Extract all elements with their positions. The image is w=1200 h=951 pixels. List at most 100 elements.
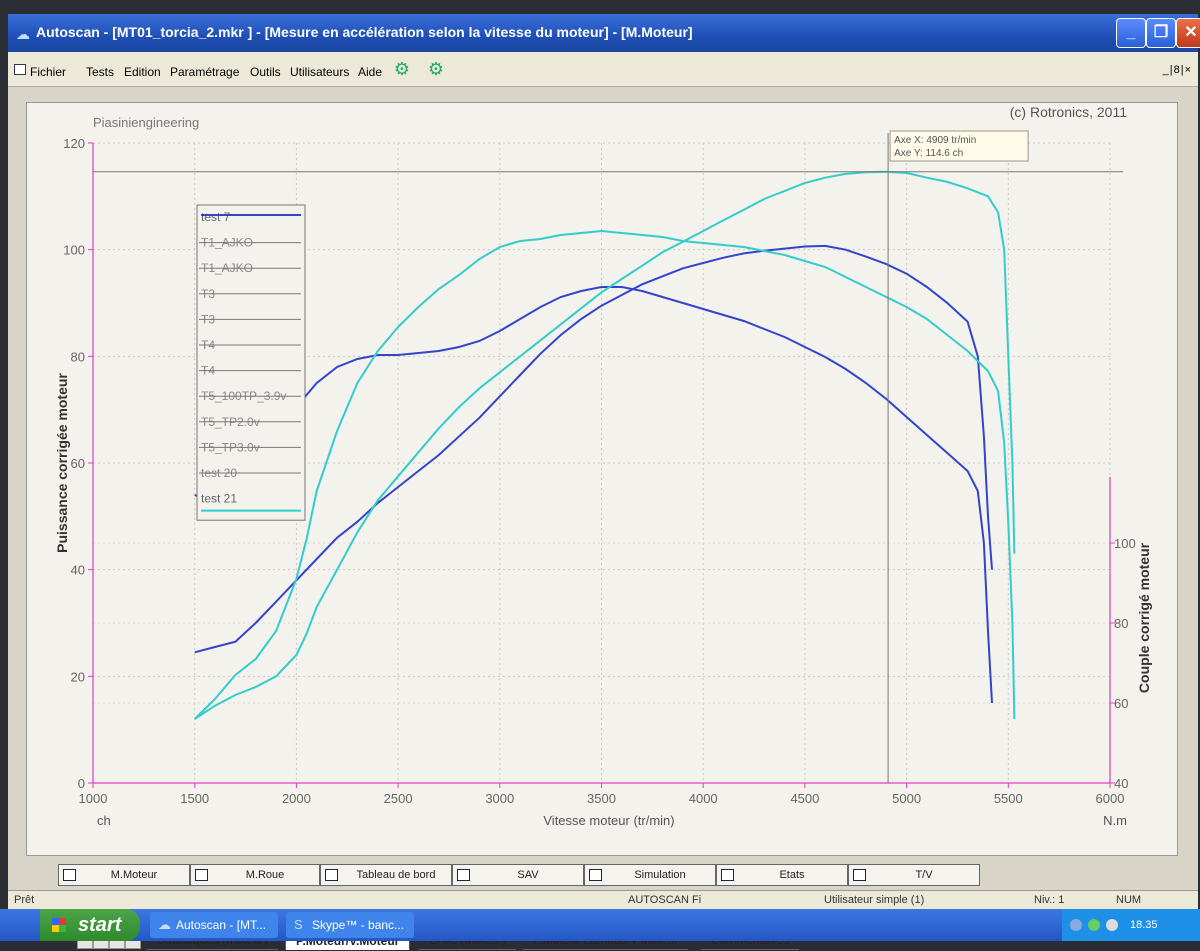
cursor-readout-y: Axe Y: 114.6 ch	[894, 148, 963, 159]
view-buttons: M.Moteur M.Roue Tableau de bord SAV Simu…	[58, 864, 988, 886]
x-tick-label: 5500	[994, 791, 1023, 806]
view-icon	[721, 869, 734, 881]
menu-fichier[interactable]: Fichier	[30, 65, 67, 79]
status-user: Utilisateur simple (1)	[824, 894, 925, 906]
y-tick-label: 20	[71, 669, 85, 684]
power-torque-chart[interactable]: Axe X: 4909 tr/min Axe Y: 114.6 ch Piasi…	[27, 103, 1177, 838]
view-m-moteur[interactable]: M.Moteur	[58, 864, 190, 886]
y2-axis-label: Couple corrigé moteur	[1136, 542, 1152, 693]
view-etats[interactable]: Etats	[716, 864, 848, 886]
view-icon	[457, 869, 470, 881]
series-layer	[193, 170, 1016, 720]
view-m-roue[interactable]: M.Roue	[190, 864, 320, 886]
y2-tick-label: 100	[1114, 536, 1136, 551]
menu-edition[interactable]: Edition	[124, 65, 161, 79]
view-label: SAV	[517, 869, 539, 881]
y-tick-label: 0	[78, 776, 85, 791]
close-button[interactable]: ✕	[1176, 18, 1200, 48]
view-label: Simulation	[634, 869, 686, 881]
dyno-chart-icon[interactable]: ⚙	[393, 59, 411, 79]
x-tick-label: 3500	[587, 791, 616, 806]
x-unit-label: ch	[97, 813, 111, 828]
x-tick-label: 3000	[485, 791, 514, 806]
legend-label: test 7	[201, 210, 231, 224]
volume-icon[interactable]	[1106, 919, 1118, 931]
view-label: M.Moteur	[110, 869, 158, 881]
view-icon	[853, 869, 866, 881]
chart-panel: Axe X: 4909 tr/min Axe Y: 114.6 ch Piasi…	[26, 102, 1178, 950]
view-label: T/V	[915, 869, 933, 881]
view-label: Etats	[779, 869, 805, 881]
dyno-settings-icon[interactable]: ⚙	[427, 59, 445, 79]
window-title: Autoscan - [MT01_torcia_2.mkr ] - [Mesur…	[36, 24, 693, 40]
taskbar-autoscan[interactable]: ☁ Autoscan - [MT...	[150, 912, 278, 938]
x-tick-label: 6000	[1096, 791, 1125, 806]
app-window: ☁ Autoscan - [MT01_torcia_2.mkr ] - [Mes…	[8, 14, 1200, 950]
taskbar-label: Skype™ - banc...	[312, 918, 405, 932]
series-line-test-7-torque	[194, 286, 993, 704]
x-tick-label: 1500	[180, 791, 209, 806]
series-line-test-21-torque	[193, 229, 1016, 720]
start-label: start	[78, 914, 122, 936]
skype-tray-icon[interactable]	[1088, 919, 1100, 931]
status-app: AUTOSCAN Fi	[628, 894, 702, 906]
x-tick-label: 2000	[282, 791, 311, 806]
view-simulation[interactable]: Simulation	[584, 864, 716, 886]
menu-utilisateurs[interactable]: Utilisateurs	[290, 65, 350, 79]
title-bar[interactable]: ☁ Autoscan - [MT01_torcia_2.mkr ] - [Mes…	[8, 14, 1200, 52]
cursor-readout-box	[889, 130, 1029, 162]
view-label: M.Roue	[245, 869, 285, 881]
view-tableau-de-bord[interactable]: Tableau de bord	[320, 864, 452, 886]
system-tray: 18.35	[1062, 909, 1200, 941]
status-bar: Prêt AUTOSCAN Fi Utilisateur simple (1) …	[8, 890, 1198, 910]
network-icon[interactable]	[1070, 919, 1082, 931]
y2-tick-label: 40	[1114, 776, 1128, 791]
series-line-test-7-power	[194, 244, 993, 654]
labels: Piasiniengineering (c) Rotronics, 2011 V…	[54, 104, 1152, 828]
taskbar-label: Autoscan - [MT...	[176, 918, 267, 932]
status-num: NUM	[1116, 894, 1142, 906]
cursor-readout-x: Axe X: 4909 tr/min	[894, 135, 976, 146]
y2-unit-label: N.m	[1103, 813, 1127, 828]
y2-tick-label: 60	[1114, 696, 1128, 711]
y-tick-label: 60	[71, 456, 85, 471]
taskbar: start ☁ Autoscan - [MT... S Skype™ - ban…	[0, 909, 1200, 941]
y-tick-label: 120	[63, 136, 85, 151]
minimize-button[interactable]: _	[1116, 18, 1146, 48]
menu-tests[interactable]: Tests	[86, 65, 115, 79]
autoscan-app-icon: ☁	[16, 26, 30, 42]
document-icon[interactable]	[14, 64, 26, 75]
view-icon	[589, 869, 602, 881]
view-icon	[195, 869, 208, 881]
view-sav[interactable]: SAV	[452, 864, 584, 886]
menu-bar: Fichier Tests Edition Paramétrage Outils…	[8, 52, 1198, 87]
menu-aide[interactable]: Aide	[358, 65, 383, 79]
x-tick-label: 4000	[689, 791, 718, 806]
x-axis-label: Vitesse moteur (tr/min)	[543, 813, 674, 828]
y-tick-label: 40	[71, 563, 85, 578]
legend[interactable]: test 7T1_AJKOT1_AJKOT3T3T4T4T5_100TP_3.9…	[196, 204, 306, 521]
view-icon	[325, 869, 338, 881]
y-tick-label: 80	[71, 349, 85, 364]
menu-outils[interactable]: Outils	[250, 65, 281, 79]
y2-tick-label: 80	[1114, 616, 1128, 631]
legend-box	[196, 204, 306, 521]
view-label: Tableau de bord	[356, 869, 436, 881]
mdi-window-controls[interactable]: _|8|×	[1162, 64, 1192, 76]
cursor: Axe X: 4909 tr/min Axe Y: 114.6 ch	[93, 130, 1123, 783]
clock: 18.35	[1130, 919, 1158, 931]
grid	[88, 142, 1115, 788]
x-tick-label: 4500	[790, 791, 819, 806]
taskbar-skype[interactable]: S Skype™ - banc...	[286, 912, 414, 938]
autoscan-task-icon: ☁	[158, 917, 171, 932]
x-tick-label: 2500	[384, 791, 413, 806]
x-tick-label: 5000	[892, 791, 921, 806]
maximize-button[interactable]: ❐	[1146, 18, 1176, 48]
x-tick-label: 1000	[79, 791, 108, 806]
menu-parametrage[interactable]: Paramétrage	[170, 65, 240, 79]
start-button[interactable]: start	[40, 909, 140, 941]
header-left: Piasiniengineering	[93, 115, 199, 130]
status-level: Niv.: 1	[1034, 894, 1065, 906]
view-t-v[interactable]: T/V	[848, 864, 980, 886]
skype-task-icon: S	[294, 917, 303, 932]
